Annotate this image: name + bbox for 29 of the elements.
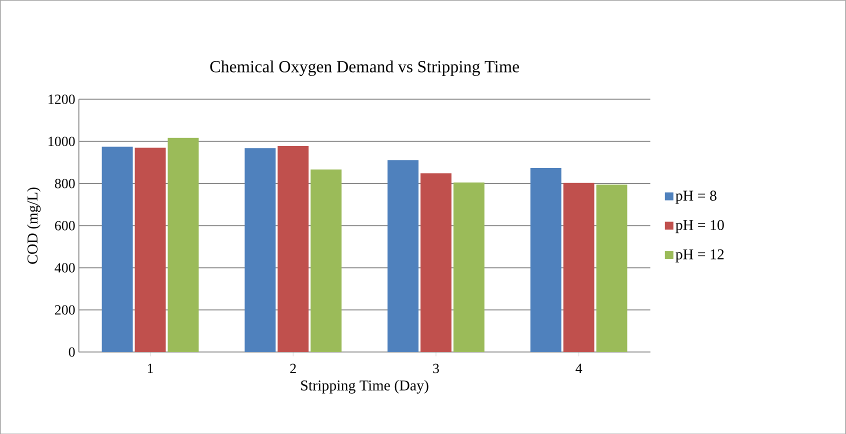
legend-label: pH = 10 (676, 220, 724, 233)
chart-title: Chemical Oxygen Demand vs Stripping Time (210, 60, 520, 76)
bar (453, 182, 484, 352)
bar (310, 169, 342, 352)
bar (244, 148, 276, 352)
y-tick-label: 0 (68, 347, 75, 357)
y-tick-label: 200 (55, 305, 75, 314)
bar (278, 146, 309, 352)
y-tick-label: 1000 (48, 136, 75, 146)
x-tick-label: 3 (433, 364, 439, 373)
x-tick-label: 2 (290, 364, 296, 373)
y-tick-label: 800 (54, 178, 75, 188)
bar (134, 148, 166, 352)
bar (563, 182, 594, 352)
bar (530, 168, 562, 352)
legend-label: pH = 12 (676, 249, 724, 262)
bar (168, 138, 199, 352)
y-tick-label: 1200 (48, 94, 75, 104)
bar (388, 160, 419, 352)
bar (102, 146, 133, 352)
y-tick-label: 400 (54, 262, 75, 272)
x-tick-label: 1 (148, 364, 153, 373)
x-tick-label: 4 (576, 364, 582, 373)
y-axis-title: COD (mg/L) (27, 187, 41, 264)
bar (420, 173, 452, 352)
y-tick-label: 600 (55, 220, 75, 230)
legend-label: pH = 8 (676, 190, 716, 204)
x-axis-title: Stripping Time (Day) (301, 380, 428, 394)
bar (596, 184, 628, 352)
